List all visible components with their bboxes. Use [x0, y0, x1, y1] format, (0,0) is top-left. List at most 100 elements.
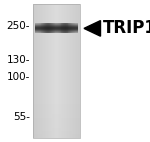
Bar: [63, 23, 64, 33]
Bar: [33, 18, 80, 21]
Bar: [55, 23, 56, 33]
Bar: [55, 4, 56, 138]
Bar: [34, 23, 35, 33]
Bar: [74, 4, 75, 138]
Bar: [71, 4, 72, 138]
Bar: [53, 23, 54, 33]
Bar: [66, 23, 67, 33]
Bar: [71, 23, 72, 33]
Bar: [40, 4, 41, 138]
Bar: [47, 23, 48, 33]
Bar: [41, 4, 42, 138]
Bar: [34, 30, 78, 31]
Bar: [47, 4, 48, 138]
Bar: [48, 23, 49, 33]
Text: 55-: 55-: [13, 112, 30, 122]
Bar: [33, 24, 80, 28]
Bar: [49, 23, 50, 33]
Bar: [41, 23, 42, 33]
Text: 130-: 130-: [6, 55, 30, 65]
Bar: [65, 4, 66, 138]
Bar: [54, 23, 55, 33]
Bar: [61, 23, 62, 33]
Bar: [34, 29, 78, 30]
Bar: [33, 131, 80, 134]
Bar: [37, 4, 38, 138]
Bar: [48, 4, 49, 138]
Bar: [34, 31, 78, 32]
Bar: [51, 4, 52, 138]
Bar: [74, 23, 75, 33]
Bar: [33, 71, 80, 74]
Bar: [58, 4, 59, 138]
Bar: [33, 134, 80, 138]
Bar: [44, 4, 45, 138]
Bar: [62, 23, 63, 33]
Bar: [40, 23, 41, 33]
Bar: [33, 101, 80, 104]
Bar: [34, 27, 78, 28]
Bar: [33, 4, 80, 8]
Bar: [33, 41, 80, 44]
Bar: [68, 23, 69, 33]
Bar: [42, 23, 43, 33]
Bar: [34, 28, 78, 29]
Text: 250-: 250-: [6, 21, 30, 31]
Bar: [60, 4, 61, 138]
Bar: [76, 23, 77, 33]
Bar: [57, 23, 58, 33]
Bar: [66, 4, 67, 138]
Bar: [39, 4, 40, 138]
Bar: [33, 108, 80, 111]
Bar: [43, 23, 44, 33]
Text: 100-: 100-: [7, 72, 30, 82]
Bar: [33, 54, 80, 58]
Bar: [52, 23, 53, 33]
Bar: [33, 64, 80, 68]
Bar: [33, 8, 80, 11]
Bar: [33, 98, 80, 101]
Bar: [34, 26, 78, 27]
Bar: [33, 11, 80, 14]
Bar: [33, 124, 80, 128]
Bar: [33, 4, 34, 138]
Bar: [33, 114, 80, 118]
Text: TRIP12: TRIP12: [103, 19, 150, 37]
Bar: [49, 4, 50, 138]
Bar: [65, 23, 66, 33]
Bar: [52, 4, 53, 138]
Bar: [45, 23, 46, 33]
Bar: [33, 91, 80, 94]
Bar: [79, 4, 80, 138]
Bar: [36, 4, 37, 138]
Bar: [33, 104, 80, 108]
Bar: [54, 4, 55, 138]
Bar: [37, 23, 38, 33]
Bar: [33, 21, 80, 24]
Bar: [69, 23, 70, 33]
Bar: [73, 4, 74, 138]
Bar: [76, 4, 77, 138]
Bar: [68, 4, 69, 138]
Bar: [44, 23, 45, 33]
Bar: [50, 4, 51, 138]
Bar: [34, 23, 78, 24]
Bar: [46, 4, 47, 138]
Bar: [33, 111, 80, 114]
Bar: [34, 24, 78, 25]
Bar: [33, 94, 80, 98]
Bar: [33, 118, 80, 121]
Bar: [75, 4, 76, 138]
Bar: [61, 4, 62, 138]
Bar: [33, 4, 80, 138]
Bar: [72, 4, 73, 138]
Bar: [38, 23, 39, 33]
Bar: [33, 78, 80, 81]
Bar: [59, 23, 60, 33]
Bar: [33, 128, 80, 131]
Bar: [70, 4, 71, 138]
Bar: [33, 48, 80, 51]
Bar: [50, 23, 51, 33]
Bar: [33, 51, 80, 54]
Bar: [64, 4, 65, 138]
